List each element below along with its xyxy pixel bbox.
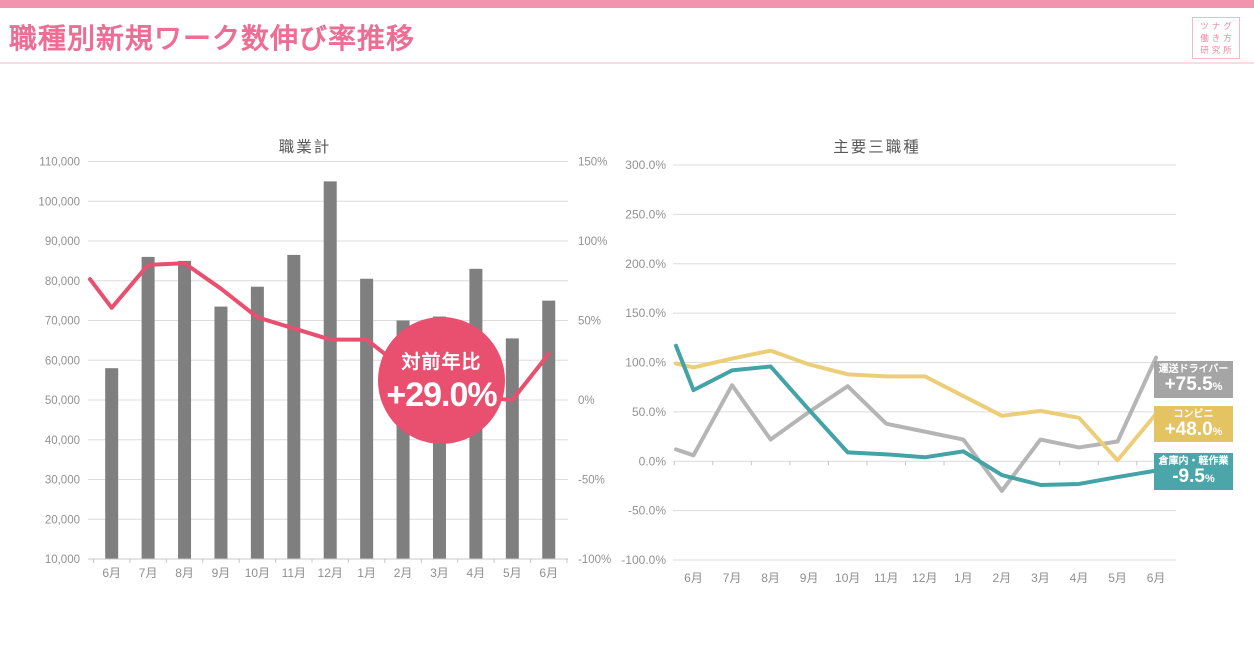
y-axis-label: 0.0% [639,454,667,468]
yoy-badge-label: 対前年比 [401,351,482,373]
y-axis-label: 200.0% [625,257,666,271]
x-axis-label: 1月 [954,571,973,585]
x-axis-label: 12月 [912,571,937,585]
right-chart-title: 主要三職種 [833,139,921,156]
x-axis-label: 2月 [394,566,413,580]
yoy-badge-value: +29.0% [386,375,497,414]
y-axis-left-label: 10,000 [45,554,80,566]
y-axis-left-label: 50,000 [45,395,80,407]
x-axis-label: 7月 [723,571,742,585]
x-axis-label: 9月 [800,571,819,585]
logo-line-1: ツナグ [1200,20,1235,31]
y-axis-label: 250.0% [625,207,666,221]
x-axis-label: 10月 [835,571,860,585]
x-axis-label: 4月 [467,566,486,580]
series-line-倉庫内・軽作業 [674,343,1159,487]
y-axis-left-label: 60,000 [45,355,80,367]
x-axis-label: 12月 [318,566,343,580]
y-axis-left-label: 30,000 [45,475,80,487]
y-axis-label: 150.0% [625,306,666,320]
legend-box-conbini: コンビニ +48.0% [1154,406,1233,442]
bar [323,181,337,559]
bar [141,256,155,559]
bar [287,254,301,559]
x-axis-label: 9月 [212,566,231,580]
legend-box-driver-name: 運送ドライバー [1158,364,1229,376]
x-axis-label: 10月 [245,566,270,580]
y-axis-label: 50.0% [632,405,666,419]
y-axis-left-label: 100,000 [38,196,80,208]
x-axis-label: 7月 [139,566,158,580]
x-axis-label: 3月 [430,566,449,580]
bar [542,300,556,559]
series-line-コンビニ [674,348,1159,463]
x-axis-label: 11月 [282,566,306,580]
legend-box-driver-value: +75.5% [1164,374,1223,396]
logo-line-3: 研究所 [1200,45,1235,56]
x-axis-label: 1月 [357,566,376,580]
x-axis-label: 5月 [1108,571,1127,585]
series-line-運送ドライバー [674,355,1159,493]
y-axis-label: -50.0% [628,504,666,518]
tsunagu-logo: ツナグ 働き方 研究所 [1192,17,1240,59]
bar [250,286,264,559]
legend-box-souko-name: 倉庫内・軽作業 [1158,456,1229,468]
bar [214,306,228,559]
bar [178,260,192,559]
legend-box-conbini-name: コンビニ [1173,408,1214,420]
y-axis-left-label: 70,000 [45,316,80,328]
legend-box-driver: 運送ドライバー +75.5% [1154,361,1233,398]
legend-box-conbini-value: +48.0% [1164,418,1223,440]
x-axis-label: 6月 [539,566,558,580]
legend-box-souko-value: -9.5% [1172,466,1215,488]
x-axis-label: 3月 [1031,571,1050,585]
y-axis-label: 100.0% [625,356,666,370]
bar [505,338,519,559]
y-axis-left-label: 40,000 [45,435,80,447]
y-axis-right-label: 100% [578,236,607,248]
y-axis-right-label: 0% [578,395,595,407]
y-axis-right-label: -100% [578,554,611,566]
page-title: 職種別新規ワーク数伸び率推移 [9,23,416,54]
y-axis-left-label: 80,000 [45,276,80,288]
y-axis-right-label: 50% [578,316,601,328]
y-axis-label: 300.0% [625,158,666,172]
header-divider [0,62,1254,64]
x-axis-label: 8月 [175,566,194,580]
x-axis-label: 6月 [102,566,121,580]
x-axis-label: 11月 [874,571,898,585]
y-axis-label: -100.0% [621,553,666,567]
x-axis-label: 5月 [503,566,522,580]
legend-box-souko: 倉庫内・軽作業 -9.5% [1154,453,1233,490]
bar [360,278,374,559]
y-axis-left-label: 110,000 [39,157,80,169]
x-axis-label: 6月 [1147,571,1166,585]
left-chart-title: 職業計 [278,139,332,156]
y-axis-right-label: 150% [578,157,607,169]
x-axis-label: 8月 [761,571,780,585]
y-axis-right-label: -50% [578,475,605,487]
yoy-badge: 対前年比 +29.0% [378,317,505,444]
y-axis-left-label: 20,000 [45,514,80,526]
bar [105,368,119,559]
x-axis-label: 2月 [993,571,1012,585]
header-accent-bar [0,0,1254,8]
x-axis-label: 4月 [1070,571,1089,585]
logo-line-2: 働き方 [1200,32,1235,43]
y-axis-left-label: 90,000 [45,236,80,248]
x-axis-label: 6月 [684,571,703,585]
